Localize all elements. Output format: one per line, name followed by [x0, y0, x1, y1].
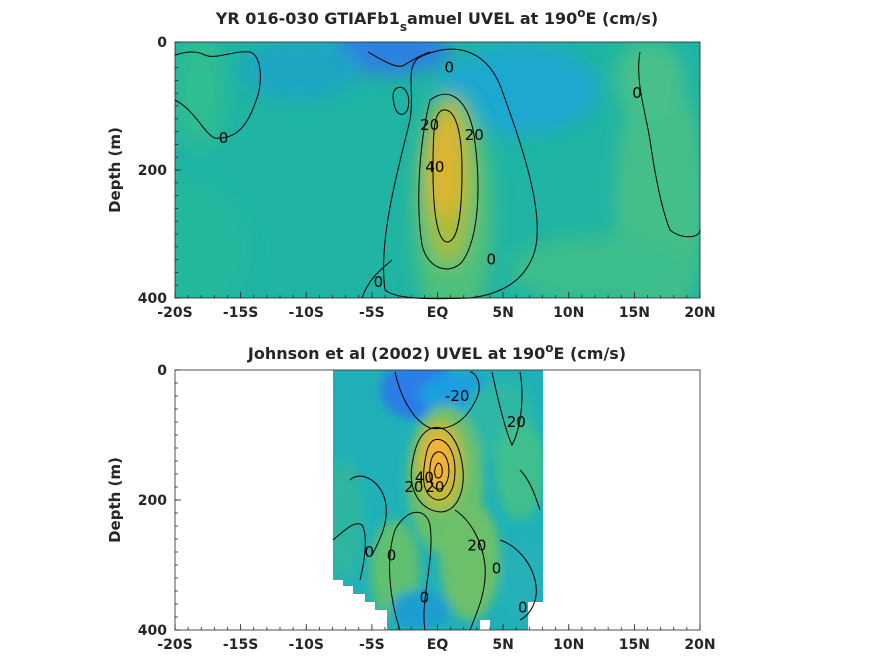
x-tick-label: 15N	[619, 637, 650, 653]
contour-label: 0	[518, 598, 528, 616]
contour-label: 40	[425, 158, 444, 176]
contour-label: 20	[467, 537, 486, 555]
x-tick-label: -15S	[223, 305, 258, 321]
top-contour-labels: 0 20 20 40 0 0 0 0	[219, 59, 642, 291]
bottom-x-axis: -20S -15S -10S -5S EQ 5N 10N 15N 20N	[157, 624, 716, 653]
y-tick-label: 0	[157, 35, 167, 51]
x-tick-label: 15N	[619, 305, 650, 321]
x-tick-label: 10N	[553, 637, 584, 653]
x-tick-label: -5S	[359, 305, 385, 321]
contour-label: 0	[387, 546, 397, 564]
x-tick-label: 10N	[553, 305, 584, 321]
contour-line	[174, 51, 261, 139]
x-tick-label: EQ	[427, 305, 449, 321]
contour-label: 20	[420, 116, 439, 134]
x-tick-label: -10S	[289, 637, 324, 653]
y-tick-label: 200	[138, 493, 167, 509]
contour-line	[361, 259, 393, 299]
x-tick-label: 5N	[492, 637, 513, 653]
contour-line	[349, 475, 387, 556]
contour-label: 20	[404, 478, 423, 496]
x-tick-label: EQ	[427, 637, 449, 653]
contour-label: 0	[632, 84, 642, 102]
top-y-axis: 0 200 400	[138, 35, 181, 307]
y-tick-label: 200	[138, 163, 167, 179]
contour-line	[394, 371, 480, 430]
bottom-y-axis-label: Depth (m)	[106, 457, 124, 543]
contour-line	[432, 109, 463, 243]
top-panel-title: YR 016-030 GTIAFb1samuel UVEL at 190oE (…	[215, 6, 658, 34]
y-tick-label: 400	[138, 623, 167, 639]
contour-label: 0	[445, 59, 455, 77]
contour-line	[434, 462, 443, 479]
top-y-axis-label: Depth (m)	[106, 127, 124, 213]
contour-line	[392, 86, 410, 115]
contour-line	[454, 509, 486, 631]
top-panel: YR 016-030 GTIAFb1samuel UVEL at 190oE (…	[106, 6, 716, 321]
contour-line	[410, 427, 464, 513]
x-tick-label: -10S	[289, 305, 324, 321]
x-tick-label: 5N	[492, 305, 513, 321]
bottom-contours	[332, 371, 541, 631]
top-x-axis: -20S -15S -10S -5S EQ 5N 10N 15N 20N	[157, 292, 716, 321]
x-tick-label: -15S	[223, 637, 258, 653]
contour-line	[519, 469, 541, 511]
bottom-panel: Johnson et al (2002) UVEL at 190oE (cm/s…	[106, 341, 716, 653]
contour-line	[383, 48, 538, 300]
contour-line	[499, 539, 537, 621]
y-tick-label: 400	[138, 291, 167, 307]
contour-label: 40	[415, 468, 434, 486]
x-tick-label: 20N	[684, 637, 715, 653]
contour-label: 20	[507, 413, 526, 431]
contour-label: 20	[425, 478, 444, 496]
contour-line	[418, 93, 479, 270]
contour-line	[638, 51, 701, 238]
contour-line	[367, 51, 431, 67]
contour-label: 0	[487, 251, 497, 269]
contour-line	[423, 438, 456, 501]
x-tick-label: -20S	[157, 305, 192, 321]
contour-label: -20	[445, 387, 470, 405]
bottom-y-axis: 0 200 400	[138, 363, 181, 639]
contour-line	[389, 512, 432, 631]
contour-label: 0	[492, 559, 502, 577]
contour-line	[429, 451, 450, 490]
bottom-panel-title: Johnson et al (2002) UVEL at 190oE (cm/s…	[247, 341, 626, 363]
contour-line	[332, 523, 366, 581]
contour-label: 20	[465, 126, 484, 144]
x-tick-label: -5S	[359, 637, 385, 653]
x-tick-label: -20S	[157, 637, 192, 653]
y-tick-label: 0	[157, 363, 167, 379]
contour-label: 0	[420, 589, 430, 607]
contour-label: 0	[364, 543, 374, 561]
top-velocity-field	[175, 42, 700, 298]
contour-label: 0	[374, 273, 384, 291]
x-tick-label: 20N	[684, 305, 715, 321]
contour-line	[491, 371, 523, 447]
top-contours	[174, 48, 701, 300]
contour-label: 0	[219, 129, 229, 147]
